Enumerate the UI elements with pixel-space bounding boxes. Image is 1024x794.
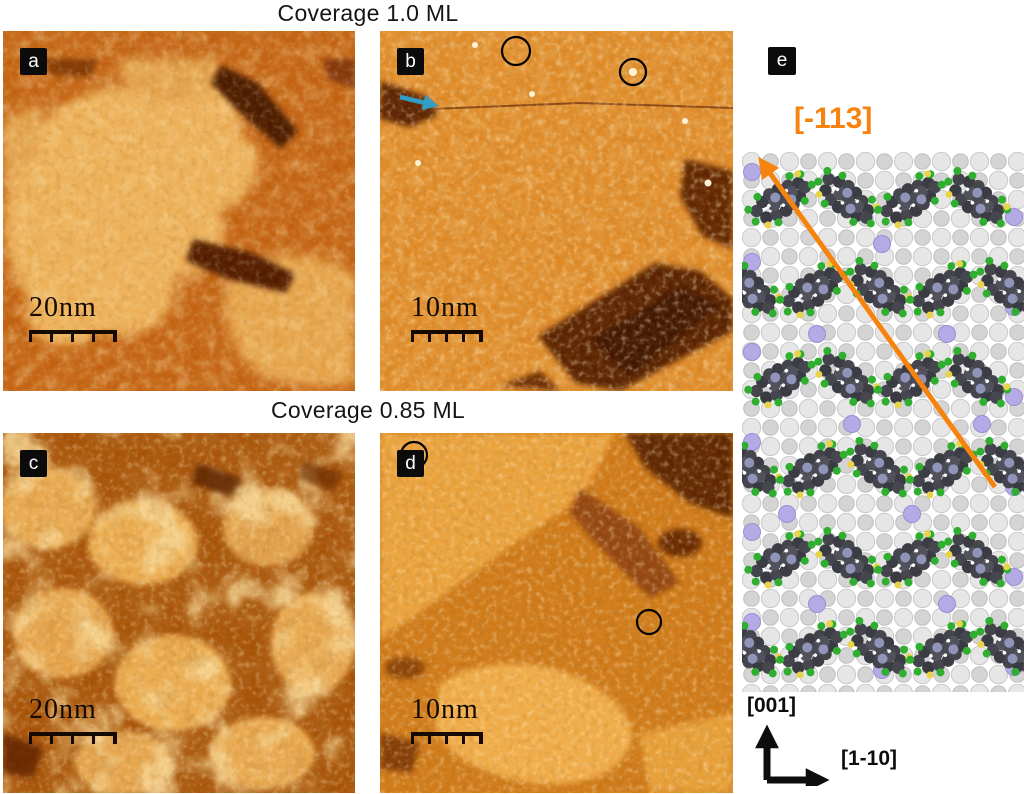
scale-bar-b: 10nm — [411, 293, 483, 342]
molecular-model — [742, 152, 1024, 692]
scale-bar-ruler — [29, 330, 117, 342]
panel-label-e: e — [768, 47, 796, 75]
panel-label-b: b — [397, 48, 424, 75]
annotation-circle-1 — [500, 35, 532, 67]
bright-adatoms — [415, 42, 712, 187]
scale-bar-text: 20nm — [29, 694, 97, 725]
title-coverage-0-85-ml: Coverage 0.85 ML — [270, 397, 466, 423]
annotation-circle-2 — [618, 57, 648, 87]
scale-bar-c: 20nm — [29, 695, 117, 744]
panel-b: b 10nm — [380, 31, 733, 391]
scale-bar-ruler — [411, 732, 483, 744]
axes-arrows — [755, 724, 830, 786]
panel-label-a: a — [20, 48, 47, 75]
title-coverage-1-0-ml: Coverage 1.0 ML — [277, 0, 459, 26]
panel-a: a 20nm — [3, 31, 355, 391]
scale-bar-text: 10nm — [411, 292, 479, 323]
scale-bar-ruler — [29, 732, 117, 744]
scale-bar-text: 10nm — [411, 694, 479, 725]
axis-label-001: [001] — [747, 694, 797, 717]
scale-bar-d: 10nm — [411, 695, 483, 744]
scale-bar-a: 20nm — [29, 293, 117, 342]
stm-image-b — [380, 31, 733, 391]
panel-d: d 10nm — [380, 433, 733, 793]
annotation-arrow-icon — [399, 94, 439, 110]
scale-bar-ruler — [411, 330, 483, 342]
direction-arrow — [758, 156, 998, 489]
panel-c: c 20nm — [3, 433, 355, 793]
annotation-circle-2 — [635, 608, 663, 636]
panel-label-c: c — [20, 450, 47, 477]
scale-bar-text: 20nm — [29, 292, 97, 323]
vacancy-islands — [3, 461, 343, 778]
axis-label-1-10: [1-10] — [841, 747, 898, 770]
panel-label-d: d — [397, 450, 424, 477]
crystal-direction-label: [-113] — [794, 102, 873, 135]
